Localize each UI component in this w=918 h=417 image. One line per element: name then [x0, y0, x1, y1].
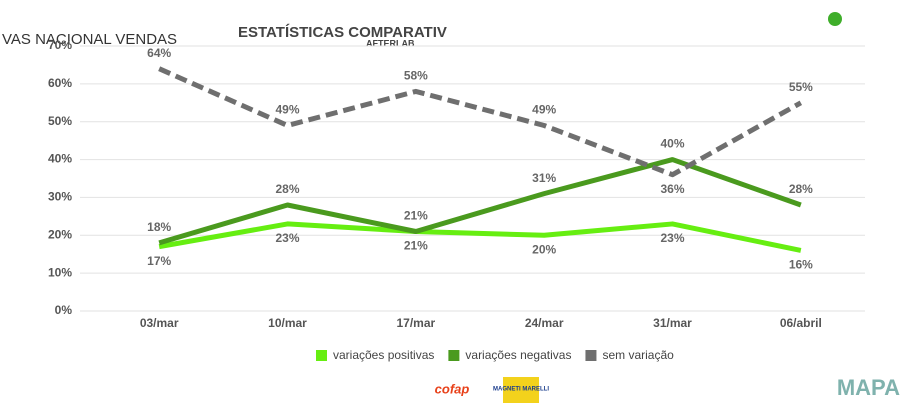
legend-label: sem variação — [602, 348, 674, 362]
y-tick-label: 70% — [48, 38, 72, 52]
header-note: AFTERLAB — [366, 38, 415, 48]
data-label: 31% — [532, 171, 556, 185]
legend: variações positivas variações negativas se… — [316, 348, 674, 362]
x-tick-label: 03/mar — [140, 316, 179, 330]
legend-swatch — [316, 350, 327, 361]
data-label: 49% — [275, 103, 299, 117]
data-label: 23% — [660, 231, 684, 245]
data-label: 21% — [404, 209, 428, 223]
legend-label: variações negativas — [465, 348, 571, 362]
brand-logo: cofap — [435, 381, 470, 396]
y-tick-label: 20% — [48, 227, 72, 241]
series-line — [158, 221, 802, 253]
data-label: 64% — [147, 46, 171, 60]
chart-title: ESTATÍSTICAS COMPARATIV — [238, 24, 447, 41]
data-label: 18% — [147, 220, 171, 234]
x-tick-label: 10/mar — [268, 316, 307, 330]
header-left: VAS NACIONAL VENDAS — [2, 31, 177, 48]
x-tick-label: 24/mar — [525, 316, 564, 330]
y-tick-label: 60% — [48, 76, 72, 90]
x-tick-label: 31/mar — [653, 316, 692, 330]
data-label: 16% — [789, 258, 813, 272]
data-label: 20% — [532, 242, 556, 256]
data-label: 40% — [660, 137, 684, 151]
data-label: 21% — [404, 239, 428, 253]
data-label: 23% — [275, 231, 299, 245]
data-label: 28% — [275, 182, 299, 196]
data-label: 55% — [789, 80, 813, 94]
x-tick-label: 17/mar — [396, 316, 435, 330]
y-tick-label: 10% — [48, 265, 72, 279]
legend-swatch — [448, 350, 460, 361]
series-line — [158, 157, 802, 246]
data-label: 28% — [789, 182, 813, 196]
brand-logo: MAGNETI MARELLI — [493, 387, 549, 393]
data-label: 17% — [147, 254, 171, 268]
icon — [828, 12, 842, 26]
footer-logo: MAPA — [837, 375, 900, 400]
data-label: 49% — [532, 103, 556, 117]
x-tick-label: 06/abril — [780, 316, 822, 330]
y-tick-label: 50% — [48, 114, 72, 128]
y-tick-label: 30% — [48, 190, 72, 204]
y-tick-label: 0% — [55, 303, 73, 317]
series-line — [158, 66, 803, 178]
data-label: 58% — [404, 69, 428, 83]
brand-logo-box — [503, 377, 539, 403]
legend-swatch — [585, 350, 597, 361]
data-label: 36% — [660, 182, 684, 196]
legend-label: variações positivas — [333, 348, 434, 362]
y-tick-label: 40% — [48, 152, 72, 166]
